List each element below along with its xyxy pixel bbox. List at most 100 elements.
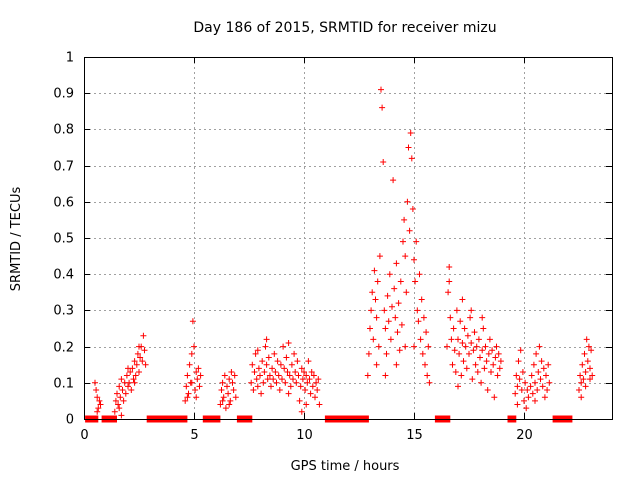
data-point [452,368,459,375]
data-point [455,336,461,343]
data-point [285,339,292,346]
data-point [463,365,470,372]
data-point [305,358,312,365]
x-tick-label: 0 [80,428,88,443]
data-point [470,347,477,354]
data-point [96,397,103,404]
data-point [447,314,454,321]
data-point [254,383,261,390]
data-point [456,350,463,357]
data-point [196,383,203,390]
data-point [114,390,120,397]
data-point [525,394,532,401]
data-point [183,383,190,390]
x-tick-labels: 0 5 10 15 20 [80,428,532,443]
data-point [293,379,300,386]
data-point [516,376,523,383]
y-axis-label: SRMTID / TECUs [9,187,24,292]
data-point [477,354,483,361]
data-point [540,365,547,372]
data-point [307,390,314,397]
data-point [415,318,422,325]
data-point [125,383,131,390]
data-point [484,387,491,394]
data-point [264,376,271,383]
data-point [191,343,197,350]
data-point [534,387,541,394]
data-point [274,358,281,365]
data-point [532,379,538,386]
data-point [401,216,408,223]
data-point [142,361,149,368]
data-point [308,368,315,375]
data-point [533,350,540,357]
data-point [228,368,235,375]
data-point [294,358,301,365]
y-tick-label: 0.7 [53,160,74,175]
data-point [257,372,263,379]
data-point [301,368,307,375]
data-point [412,278,419,285]
data-point [382,372,389,379]
data-point [492,354,499,361]
data-point [479,314,486,321]
data-point [225,390,232,397]
y-tick-label: 0.8 [53,123,74,138]
data-point [589,372,596,379]
y-tick-label: 0.2 [53,341,74,356]
data-point [517,347,524,354]
data-point [461,325,468,332]
data-point [376,253,383,260]
data-point [378,86,384,93]
data-point [460,358,467,365]
data-point [230,387,237,394]
data-point [94,408,101,415]
data-point [577,372,584,379]
data-point [514,401,521,408]
data-point [277,361,284,368]
data-point [578,379,585,386]
data-point [295,372,302,379]
grid [84,57,612,419]
x-tick-label: 15 [406,428,423,443]
data-point [448,336,455,343]
data-point [407,130,414,137]
data-point [417,336,424,343]
data-point [490,361,497,368]
data-point [115,401,122,408]
data-point [468,307,475,314]
data-point [139,358,146,365]
data-point [387,336,394,343]
data-point [296,397,303,404]
data-point [118,412,125,419]
data-point [310,372,317,379]
data-point [464,332,471,339]
data-point [265,354,272,361]
data-point [425,343,432,350]
data-point [226,401,233,408]
data-point [527,383,534,390]
data-point [292,368,299,375]
data-point [254,347,261,354]
data-point [255,365,262,372]
y-tick-label: 0.4 [53,268,74,283]
data-point [303,401,310,408]
data-layer [85,86,596,423]
data-point [193,394,200,401]
data-point [276,387,283,394]
data-point [521,397,527,404]
data-point [581,350,588,357]
data-point [402,343,409,350]
data-point [385,318,392,325]
data-point [496,365,503,372]
data-point [128,387,135,394]
data-point [94,394,101,401]
y-tick-label: 0.5 [53,232,74,247]
data-point [457,318,464,325]
data-point [268,383,274,390]
data-point [290,376,296,383]
data-point [471,329,478,336]
data-point [92,379,98,386]
